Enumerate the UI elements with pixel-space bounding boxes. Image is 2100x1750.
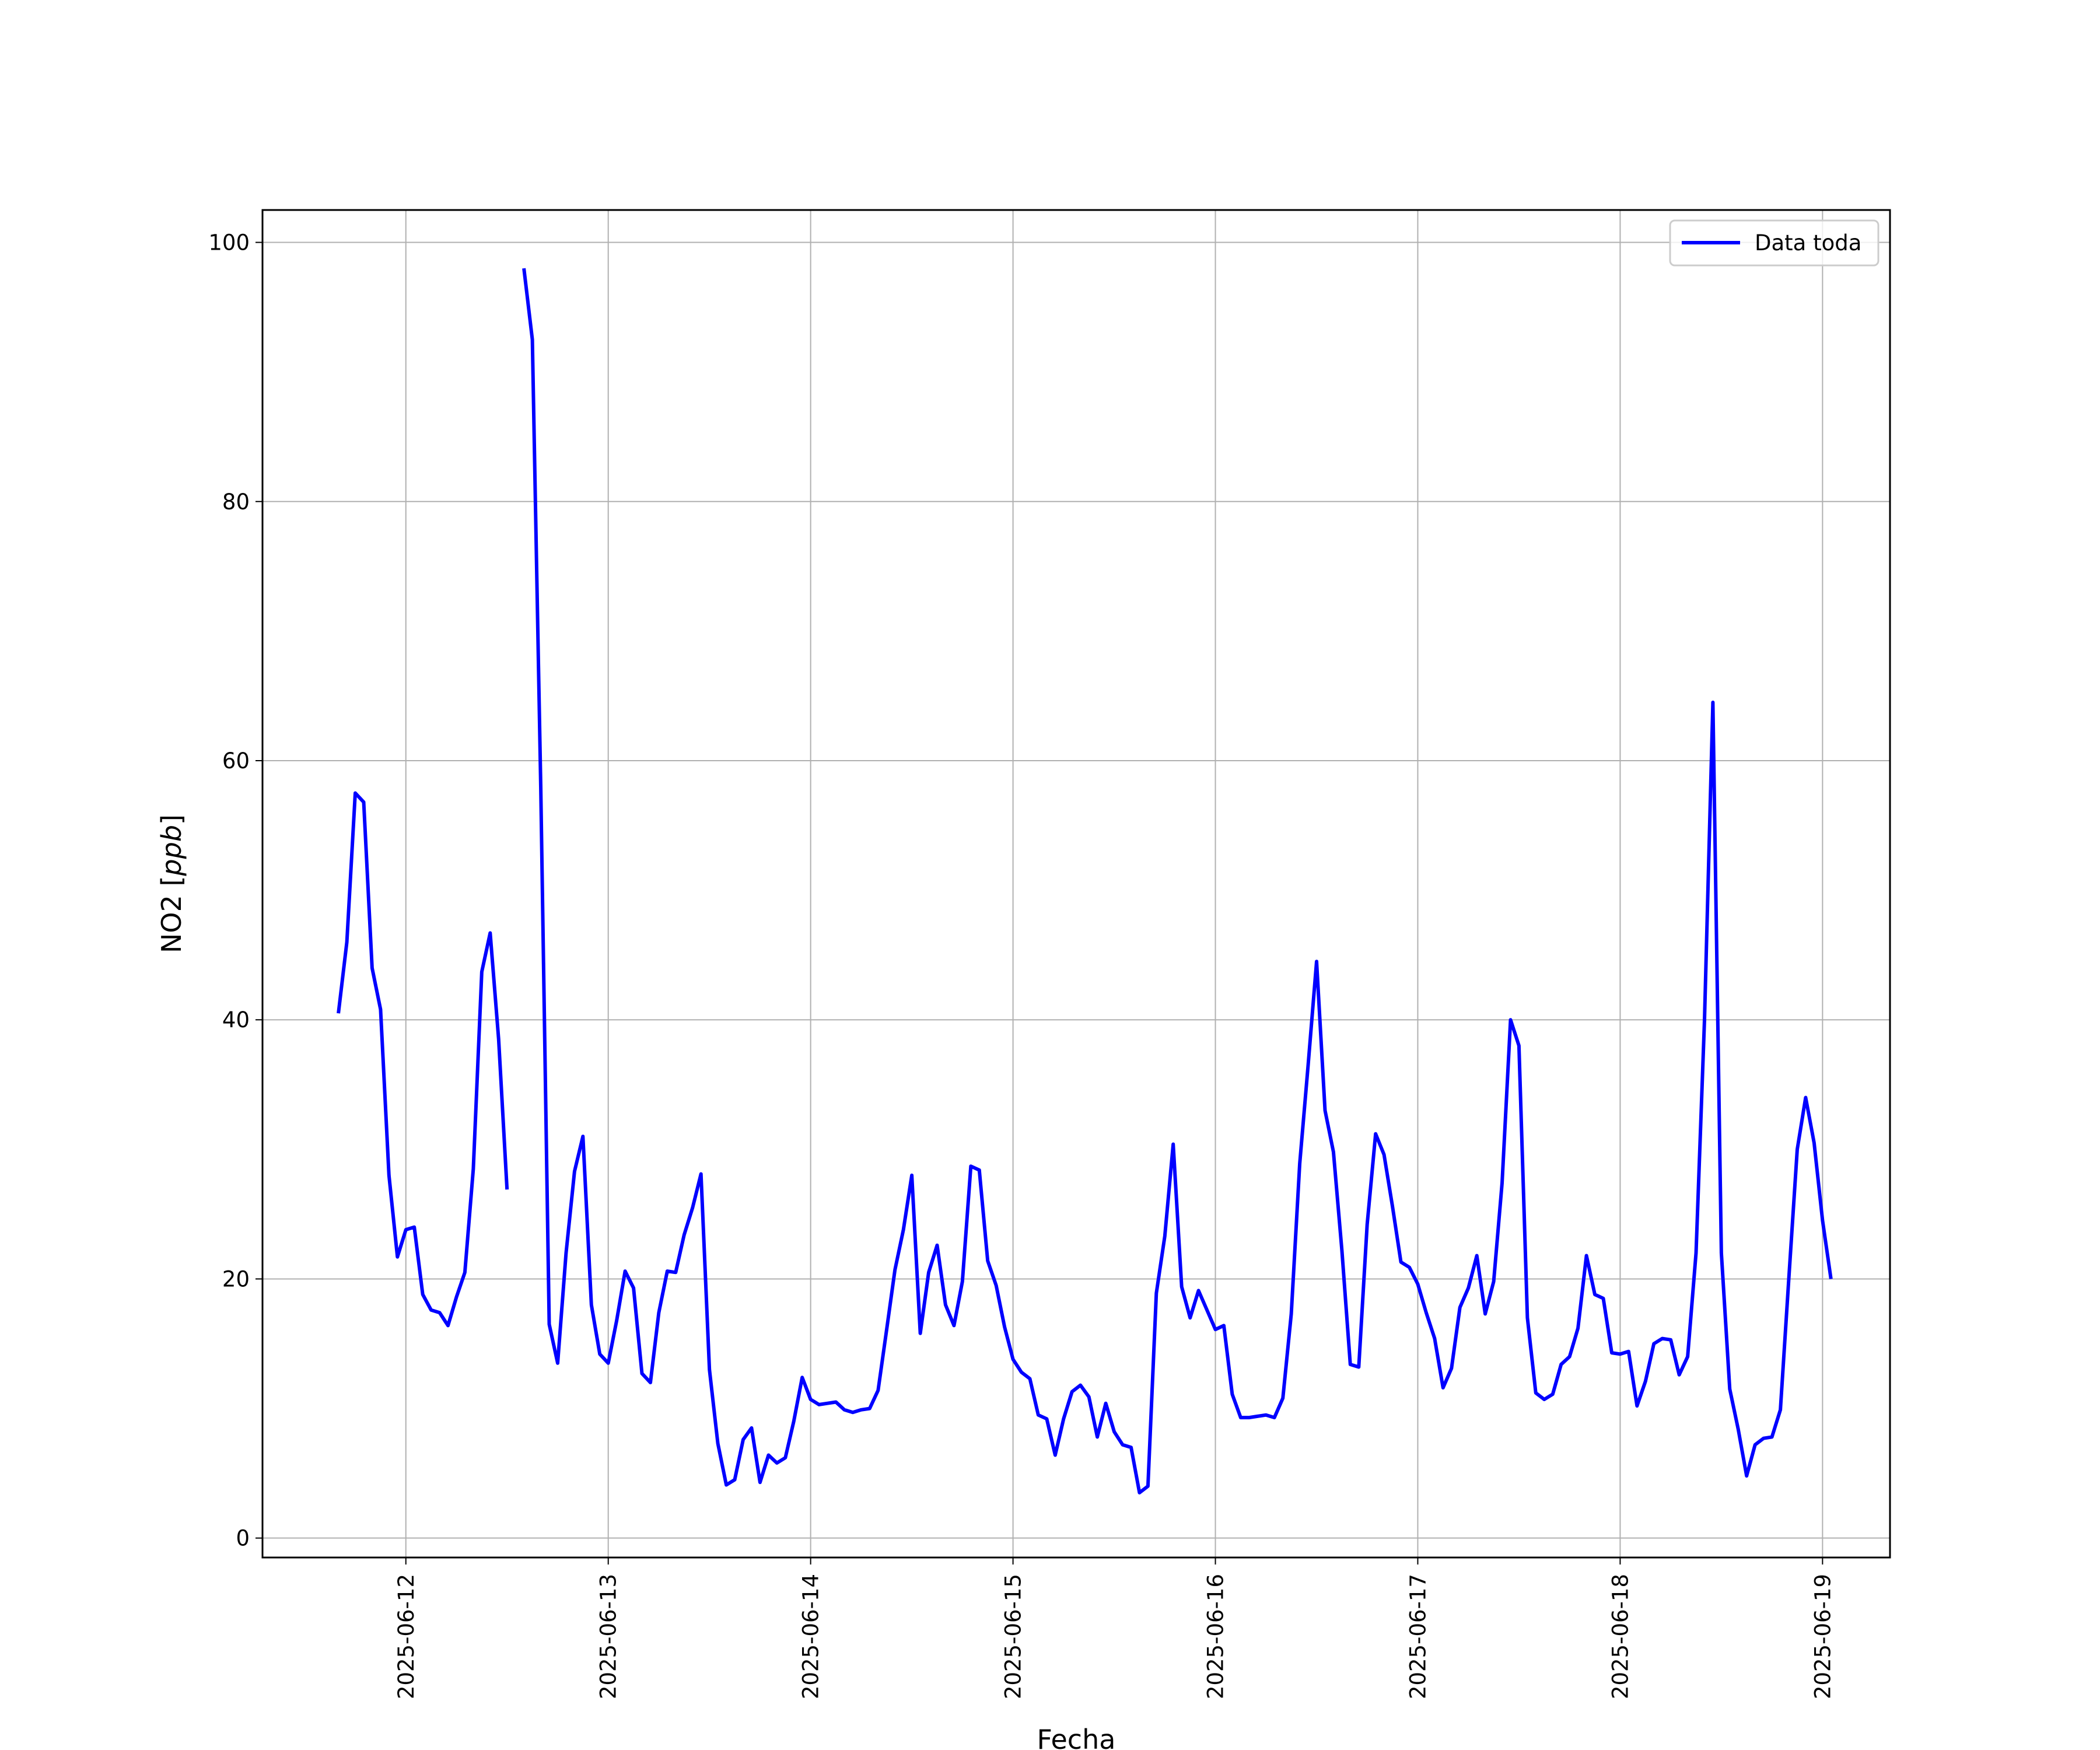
- x-tick-label: 2025-06-12: [394, 1574, 419, 1699]
- x-axis-title: Fecha: [1037, 1724, 1116, 1750]
- x-tick-label: 2025-06-13: [596, 1574, 621, 1699]
- x-axis-ticks: 2025-06-12 2025-06-13 2025-06-14 2025-06-15…: [394, 1558, 1835, 1699]
- y-axis-ticks: 0 20 40 60 80 100: [208, 230, 262, 1551]
- y-tick-label: 60: [222, 748, 250, 774]
- x-tick-label: 2025-06-16: [1203, 1574, 1228, 1699]
- y-axis-title-suffix: ]: [156, 814, 187, 825]
- plot-frame: [261, 209, 1891, 1559]
- series-line: [337, 268, 1833, 1494]
- legend: Data toda: [1669, 219, 1880, 267]
- y-tick-label: 0: [236, 1526, 250, 1551]
- y-axis-title-prefix: NO2 [: [156, 876, 187, 953]
- x-tick-label: 2025-06-15: [1001, 1574, 1026, 1699]
- y-tick-label: 100: [208, 230, 250, 256]
- x-tick-label: 2025-06-17: [1405, 1574, 1430, 1699]
- y-axis-title: NO2 [ppb]: [156, 814, 187, 953]
- x-tick-label: 2025-06-14: [799, 1574, 824, 1699]
- legend-label: Data toda: [1755, 230, 1861, 256]
- y-tick-label: 80: [222, 489, 250, 514]
- series-layer: [337, 268, 1833, 1494]
- x-tick-label: 2025-06-19: [1810, 1574, 1835, 1699]
- legend-box: [1669, 219, 1880, 267]
- y-tick-label: 40: [222, 1007, 250, 1032]
- y-tick-label: 20: [222, 1266, 250, 1292]
- grid-lines: [262, 210, 1890, 1558]
- y-axis-title-unit: ppb: [156, 825, 187, 877]
- x-tick-label: 2025-06-18: [1608, 1574, 1633, 1699]
